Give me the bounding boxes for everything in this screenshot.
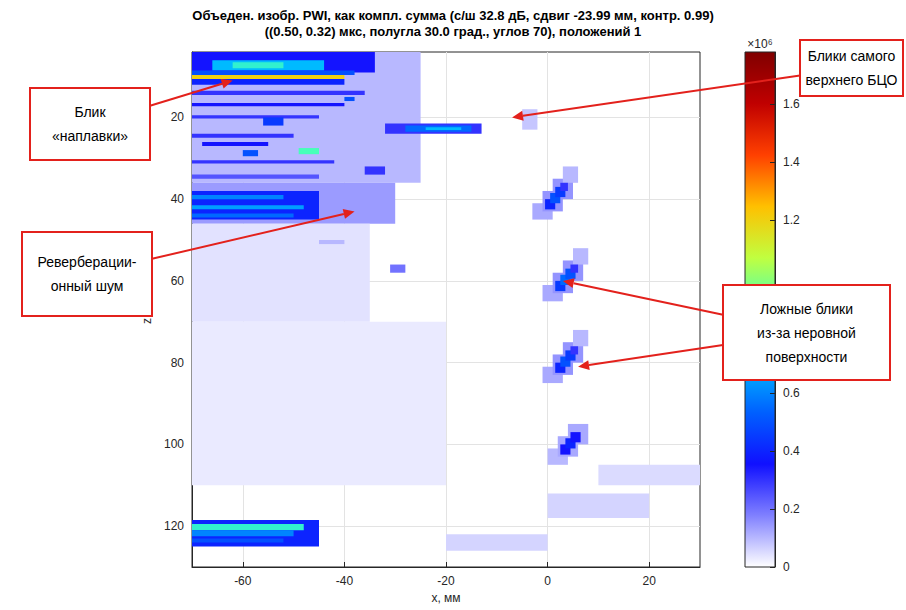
svg-text:«наплавки»: «наплавки»: [52, 128, 128, 144]
svg-text:60: 60: [171, 274, 185, 288]
svg-text:((0.50, 0.32) мкс, полугла 30.: ((0.50, 0.32) мкс, полугла 30.0 град., у…: [265, 24, 642, 39]
svg-text:0.2: 0.2: [783, 502, 800, 516]
svg-text:верхнего БЦО: верхнего БЦО: [806, 72, 898, 88]
svg-text:1.2: 1.2: [783, 213, 800, 227]
svg-text:×10⁶: ×10⁶: [747, 37, 772, 51]
svg-text:Реверберации-: Реверберации-: [38, 254, 137, 270]
svg-text:поверхности: поверхности: [766, 349, 848, 365]
svg-text:Ложные блики: Ложные блики: [760, 301, 853, 317]
svg-text:x, мм: x, мм: [431, 591, 460, 605]
svg-text:80: 80: [171, 356, 185, 370]
svg-text:120: 120: [164, 519, 184, 533]
svg-text:Объеден. изобр. PWI, как компл: Объеден. изобр. PWI, как компл. сумма (с…: [192, 8, 713, 23]
svg-text:40: 40: [171, 192, 185, 206]
svg-text:0: 0: [783, 560, 790, 574]
svg-text:1.4: 1.4: [783, 155, 800, 169]
svg-text:-60: -60: [234, 574, 252, 588]
svg-text:20: 20: [171, 110, 185, 124]
svg-text:0.6: 0.6: [783, 386, 800, 400]
svg-text:1.6: 1.6: [783, 97, 800, 111]
svg-text:Блик: Блик: [74, 104, 106, 120]
svg-text:-20: -20: [437, 574, 455, 588]
svg-text:Блики самого: Блики самого: [808, 48, 896, 64]
svg-text:100: 100: [164, 437, 184, 451]
svg-text:-40: -40: [336, 574, 354, 588]
svg-text:0: 0: [544, 574, 551, 588]
svg-text:0.4: 0.4: [783, 444, 800, 458]
svg-text:онный шум: онный шум: [51, 278, 124, 294]
svg-text:из-за неровной: из-за неровной: [757, 325, 856, 341]
svg-text:20: 20: [643, 574, 657, 588]
